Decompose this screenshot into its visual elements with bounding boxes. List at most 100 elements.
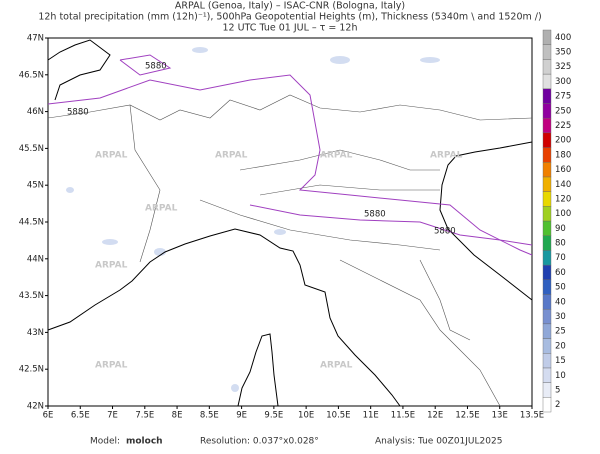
watermark: ARPAL [95, 261, 128, 271]
colorbar-label: 275 [555, 92, 571, 102]
colorbar-label: 120 [555, 194, 571, 204]
y-tick-label: 45.5N [19, 144, 44, 154]
colorbar-swatch [542, 44, 552, 60]
precip [66, 47, 440, 392]
y-tick-label: 42N [27, 402, 44, 412]
colorbar-swatch [542, 73, 552, 89]
colorbar-swatch [542, 235, 552, 251]
colorbar-swatch [542, 353, 552, 369]
watermark: ARPAL [320, 151, 353, 161]
watermark: ARPAL [95, 361, 128, 371]
colorbar-swatch [542, 382, 552, 398]
x-tick-label: 7.5E [135, 411, 154, 421]
colorbar-label: 180 [555, 150, 571, 160]
colorbar-label: 325 [555, 62, 571, 72]
colorbar-swatch [542, 117, 552, 134]
y-tick-label: 43.5N [19, 291, 44, 301]
coastline [47, 39, 533, 407]
colorbar-label: 50 [555, 283, 566, 293]
colorbar-label: 30 [555, 312, 566, 322]
x-tick-label: 6E [43, 411, 54, 421]
colorbar-swatch [542, 162, 552, 178]
colorbar-swatch [542, 323, 552, 339]
colorbar-swatch [542, 397, 552, 413]
title-line: ARPAL (Genoa, Italy) – ISAC-CNR (Bologna… [175, 1, 405, 12]
colorbar-label: 20 [555, 341, 566, 351]
colorbar-swatch [542, 220, 552, 236]
colorbar-label: 160 [555, 165, 571, 175]
map-frame [47, 37, 533, 407]
y-tick-label: 44N [27, 254, 44, 264]
colorbar-swatch [542, 279, 552, 295]
x-tick-label: 10.5E [326, 411, 350, 421]
footer-analysis: Analysis: Tue 00Z01JUL2025 [375, 437, 502, 447]
colorbar-label: 100 [555, 209, 571, 219]
colorbar-label: 10 [555, 371, 566, 381]
x-tick-label: 12.5E [455, 411, 479, 421]
y-tick-label: 43N [27, 328, 44, 338]
y-tick-label: 46.5N [19, 70, 44, 80]
y-tick-label: 45N [27, 181, 44, 191]
colorbar-label: 250 [555, 106, 571, 116]
y-tick-label: 46N [27, 107, 44, 117]
x-tick-label: 10E [298, 411, 314, 421]
colorbar-label: 5 [555, 385, 560, 395]
x-tick-label: 6.5E [71, 411, 90, 421]
title-line: 12 UTC Tue 01 JUL – τ = 12h [223, 23, 358, 34]
colorbar-label: 40 [555, 297, 566, 307]
colorbar-swatch [542, 29, 552, 45]
colorbar-swatch [542, 367, 552, 383]
colorbar-swatch [542, 264, 552, 280]
colorbar-label: 350 [555, 48, 571, 58]
x-tick-label: 7E [107, 411, 118, 421]
watermark: ARPAL [430, 151, 463, 161]
map: 5880 5880 5880 5880 ARPAL ARPAL ARPAL AR… [47, 37, 533, 407]
colorbar-label: 200 [555, 136, 571, 146]
y-tick-label: 42.5N [19, 365, 44, 375]
colorbar-label: 140 [555, 180, 571, 190]
colorbar-label: 90 [555, 224, 566, 234]
title-line: 12h total precipitation (mm (12h)⁻¹), 50… [38, 12, 541, 23]
colorbar-swatch [542, 103, 552, 119]
colorbar-label: 2 [555, 400, 560, 410]
colorbar-label: 70 [555, 253, 566, 263]
footer-resolution: Resolution: 0.037°x0.028° [200, 437, 319, 447]
x-tick-label: 11E [363, 411, 379, 421]
x-tick-label: 9.5E [264, 411, 283, 421]
colorbar-label: 80 [555, 239, 566, 249]
watermark: ARPAL [145, 204, 178, 214]
contour-label: 5880 [67, 108, 89, 118]
x-tick-label: 9E [236, 411, 247, 421]
x-tick-label: 13.5E [520, 411, 544, 421]
colorbar: 2510152025304050607080901001201401601802… [542, 29, 571, 413]
contours [47, 54, 533, 256]
colorbar-label: 60 [555, 268, 566, 278]
watermark: ARPAL [320, 361, 353, 371]
colorbar-label: 300 [555, 77, 571, 87]
colorbar-swatch [542, 250, 552, 266]
y-tick-label: 47N [27, 34, 44, 44]
axes: 6E 6.5E 7E 7.5E 8E 8.5E 9E 9.5E 10E 10.5E 11E 11.5E… [19, 34, 544, 421]
colorbar-swatch [542, 132, 552, 148]
x-tick-label: 8E [172, 411, 183, 421]
colorbar-label: 400 [555, 33, 571, 43]
watermark: ARPAL [215, 151, 248, 161]
colorbar-swatch [542, 147, 552, 163]
borders [47, 94, 533, 407]
colorbar-label: 15 [555, 356, 566, 366]
colorbar-swatch [542, 206, 552, 222]
footer-model: moloch [126, 437, 163, 447]
colorbar-swatch [542, 191, 552, 207]
x-tick-label: 11.5E [391, 411, 415, 421]
colorbar-swatch [542, 338, 552, 354]
x-tick-label: 13E [492, 411, 508, 421]
contour-label: 5880 [434, 227, 456, 237]
contour-label: 5880 [145, 62, 167, 72]
x-tick-label: 8.5E [200, 411, 219, 421]
y-tick-label: 44.5N [19, 218, 44, 228]
colorbar-label: 225 [555, 121, 571, 131]
colorbar-swatch [542, 294, 552, 310]
watermark: ARPAL [95, 151, 128, 161]
